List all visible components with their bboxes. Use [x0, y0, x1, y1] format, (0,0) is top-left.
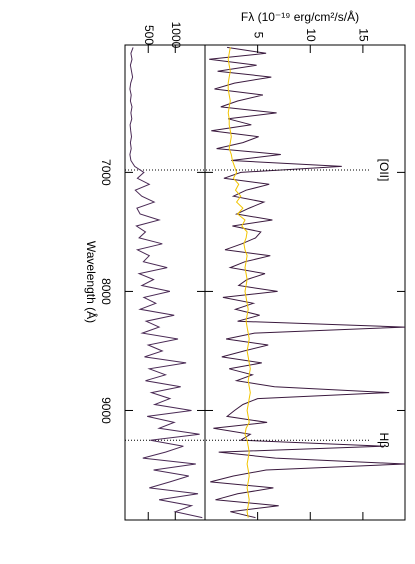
x-tick-label: 7000 — [99, 159, 113, 186]
y-tick-label: 5 — [251, 32, 265, 39]
y-tick-label: 500 — [142, 25, 156, 45]
x-tick-label: 9000 — [99, 397, 113, 424]
spectrum-line — [227, 47, 251, 518]
y-axis-label: Fλ (10⁻¹⁹ erg/cm²/s/Å) — [241, 9, 359, 24]
spectrum-line — [129, 47, 203, 519]
annotation-label: [OII] — [377, 159, 391, 182]
x-tick-label: 8000 — [99, 278, 113, 305]
spectrum-line — [209, 46, 406, 519]
x-axis-label: Wavelength (Å) — [84, 241, 99, 323]
plot-frame — [124, 44, 206, 521]
y-tick-label: 10 — [304, 28, 318, 42]
y-tick-label: 15 — [357, 28, 371, 42]
y-tick-label: 1000 — [169, 22, 183, 49]
annotation-label: Hβ — [377, 432, 391, 448]
